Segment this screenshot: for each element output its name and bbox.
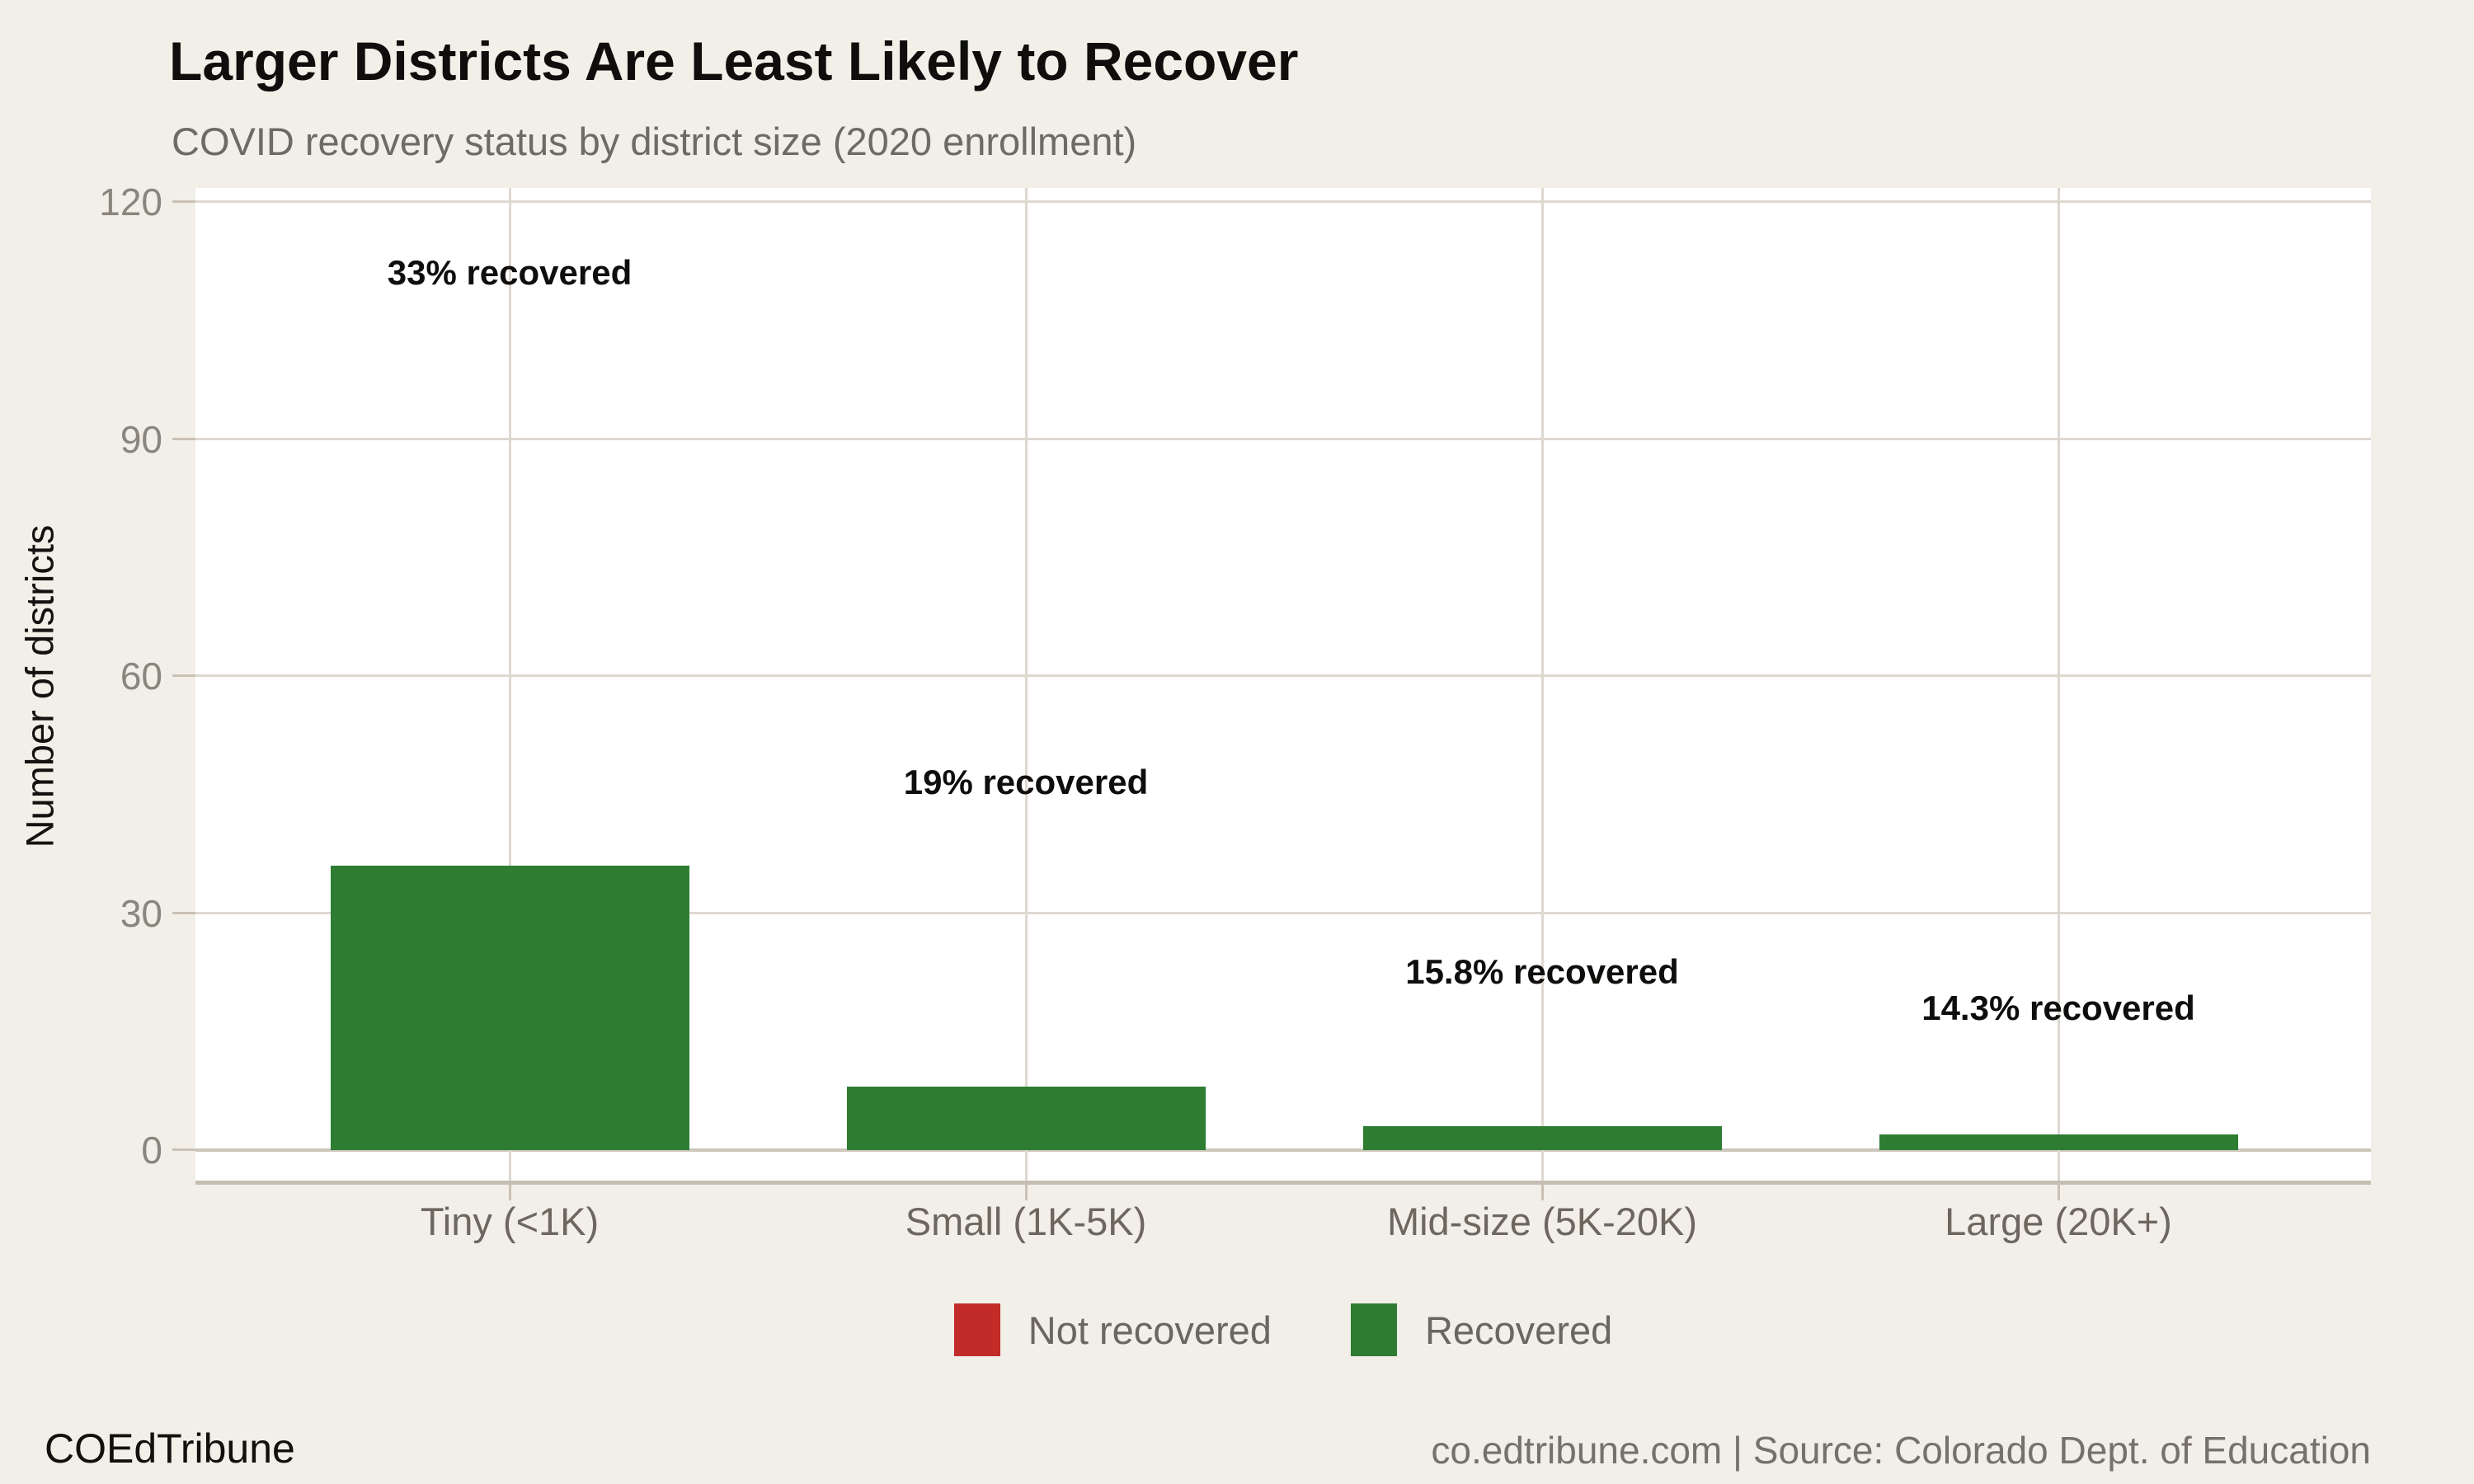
- x-axis-tick: [1541, 1181, 1544, 1200]
- footer-brand: COEdTribune: [45, 1425, 295, 1472]
- gridline-x: [1025, 188, 1028, 1181]
- x-tick-label: Small (1K-5K): [905, 1200, 1147, 1243]
- y-tick-label: 0: [141, 1129, 162, 1172]
- x-tick-label: Tiny (<1K): [420, 1200, 600, 1243]
- y-axis-tick: [172, 674, 195, 677]
- gridline-y: [195, 200, 2371, 203]
- y-axis-tick: [172, 1148, 195, 1151]
- bar-annotation: 33% recovered: [387, 253, 633, 293]
- y-axis-tick: [172, 437, 195, 440]
- bar-annotation: 14.3% recovered: [1921, 988, 2195, 1027]
- chart-title: Larger Districts Are Least Likely to Rec…: [169, 31, 1299, 92]
- gridline-x: [1541, 188, 1544, 1181]
- legend-swatch-icon: [953, 1303, 1000, 1356]
- y-axis-title: Number of districts: [17, 524, 62, 848]
- bar-recovered: [330, 866, 689, 1150]
- bar-recovered: [1362, 1126, 1722, 1150]
- legend: Not recovered Recovered: [195, 1301, 2371, 1359]
- gridline-y: [195, 674, 2371, 677]
- gridline-y: [195, 911, 2371, 914]
- bar-annotation: 15.8% recovered: [1405, 952, 1679, 992]
- gridline-x: [2058, 188, 2060, 1181]
- legend-swatch-icon: [1350, 1303, 1397, 1356]
- legend-item: Recovered: [1350, 1303, 1613, 1356]
- y-axis-tick: [172, 200, 195, 203]
- legend-item: Not recovered: [953, 1303, 1272, 1356]
- x-axis-tick: [1025, 1181, 1028, 1200]
- y-tick-label: 60: [120, 655, 162, 697]
- chart-subtitle: COVID recovery status by district size (…: [172, 120, 1137, 163]
- y-tick-label: 30: [120, 891, 162, 935]
- x-axis-tick: [509, 1181, 511, 1200]
- x-tick-label: Mid-size (5K-20K): [1386, 1200, 1698, 1243]
- gridline-y: [195, 437, 2371, 440]
- y-tick-label: 120: [99, 181, 162, 223]
- y-tick-label: 90: [120, 417, 162, 461]
- bar-recovered: [1879, 1134, 2238, 1150]
- x-axis-tick: [2058, 1181, 2060, 1200]
- legend-label: Not recovered: [1028, 1308, 1272, 1352]
- y-axis-tick: [172, 911, 195, 914]
- x-axis-line: [195, 1181, 2371, 1185]
- legend-label: Recovered: [1424, 1308, 1613, 1352]
- bar-recovered: [846, 1087, 1206, 1150]
- gridline-y-zero: [195, 1148, 2371, 1152]
- gridline-x: [509, 188, 511, 1181]
- footer-source-attribution: co.edtribune.com | Source: Colorado Dept…: [1431, 1429, 2371, 1472]
- x-tick-label: Large (20K+): [1945, 1200, 2172, 1243]
- bar-annotation: 19% recovered: [903, 763, 1149, 802]
